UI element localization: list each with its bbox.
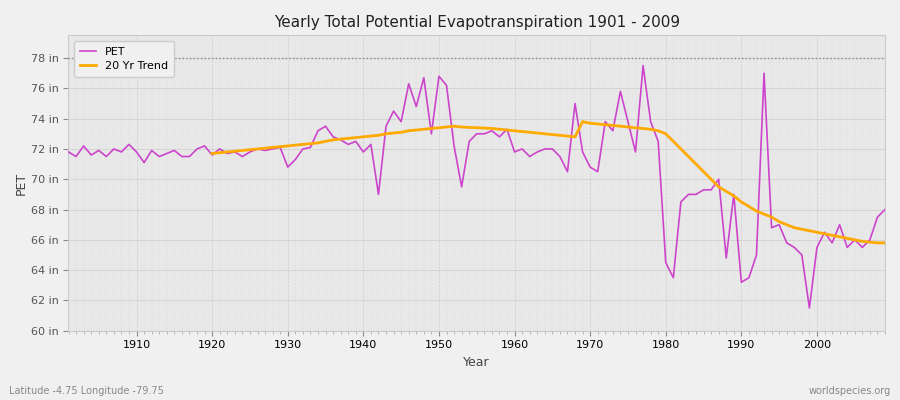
PET <box>336 138 346 142</box>
Y-axis label: PET: PET <box>15 172 28 194</box>
PET <box>600 119 611 124</box>
Text: worldspecies.org: worldspecies.org <box>809 386 891 396</box>
Line: 20 Yr Trend: 20 Yr Trend <box>212 122 885 243</box>
20 Yr Trend <box>774 219 785 224</box>
Title: Yearly Total Potential Evapotranspiration 1901 - 2009: Yearly Total Potential Evapotranspiratio… <box>274 15 680 30</box>
PET <box>63 150 74 154</box>
PET <box>123 142 134 147</box>
PET <box>879 207 890 212</box>
Legend: PET, 20 Yr Trend: PET, 20 Yr Trend <box>74 41 174 77</box>
Text: Latitude -4.75 Longitude -79.75: Latitude -4.75 Longitude -79.75 <box>9 386 164 396</box>
20 Yr Trend <box>857 239 868 244</box>
PET <box>638 63 649 68</box>
20 Yr Trend <box>577 119 588 124</box>
20 Yr Trend <box>879 240 890 245</box>
X-axis label: Year: Year <box>464 356 490 369</box>
20 Yr Trend <box>411 128 422 132</box>
20 Yr Trend <box>872 240 883 245</box>
PET <box>290 157 301 162</box>
Line: PET: PET <box>68 66 885 308</box>
20 Yr Trend <box>298 142 309 147</box>
PET <box>501 127 512 132</box>
20 Yr Trend <box>683 154 694 159</box>
20 Yr Trend <box>789 225 800 230</box>
20 Yr Trend <box>207 151 218 156</box>
PET <box>804 306 814 310</box>
PET <box>509 150 520 154</box>
